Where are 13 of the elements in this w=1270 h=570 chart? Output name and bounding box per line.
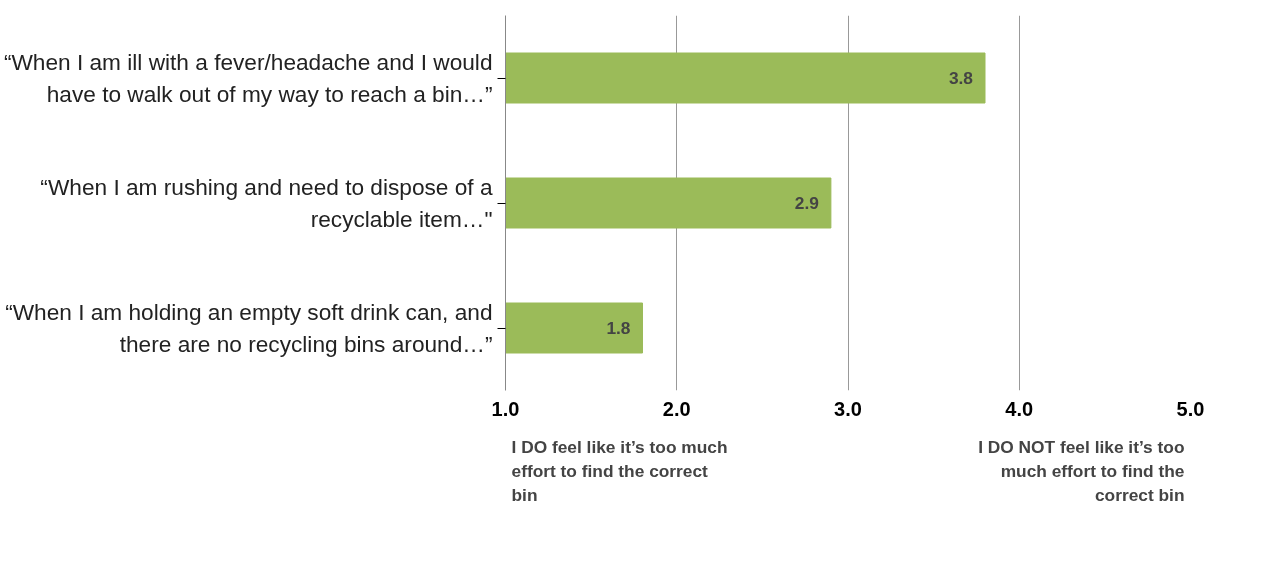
x-tick-label: 2.0 bbox=[662, 397, 691, 420]
x-tick-label: 4.0 bbox=[1005, 397, 1034, 420]
data-label: 3.8 bbox=[948, 68, 974, 88]
x-tick-label: 3.0 bbox=[834, 397, 862, 420]
x-tick-label: 5.0 bbox=[1176, 397, 1205, 420]
y-tick-label: “When I am holding an empty soft drink can, and there are no recycling bins around…” bbox=[5, 299, 493, 357]
x-tick-label: 1.0 bbox=[491, 397, 520, 420]
y-tick-label: “When I am rushing and need to dispose of a recyclable item…" bbox=[40, 174, 493, 232]
y-tick-label: “When I am ill with a fever/headache and I would have to walk out of my way to reach a bin…” bbox=[3, 49, 493, 107]
data-label: 1.8 bbox=[606, 318, 631, 338]
data-label: 2.9 bbox=[794, 193, 819, 213]
text: I DO NOT feel like it’s too much effort to find the correct bin bbox=[978, 436, 1185, 505]
text: I DO feel like it’s too much effort to find the correct bin bbox=[511, 436, 728, 505]
